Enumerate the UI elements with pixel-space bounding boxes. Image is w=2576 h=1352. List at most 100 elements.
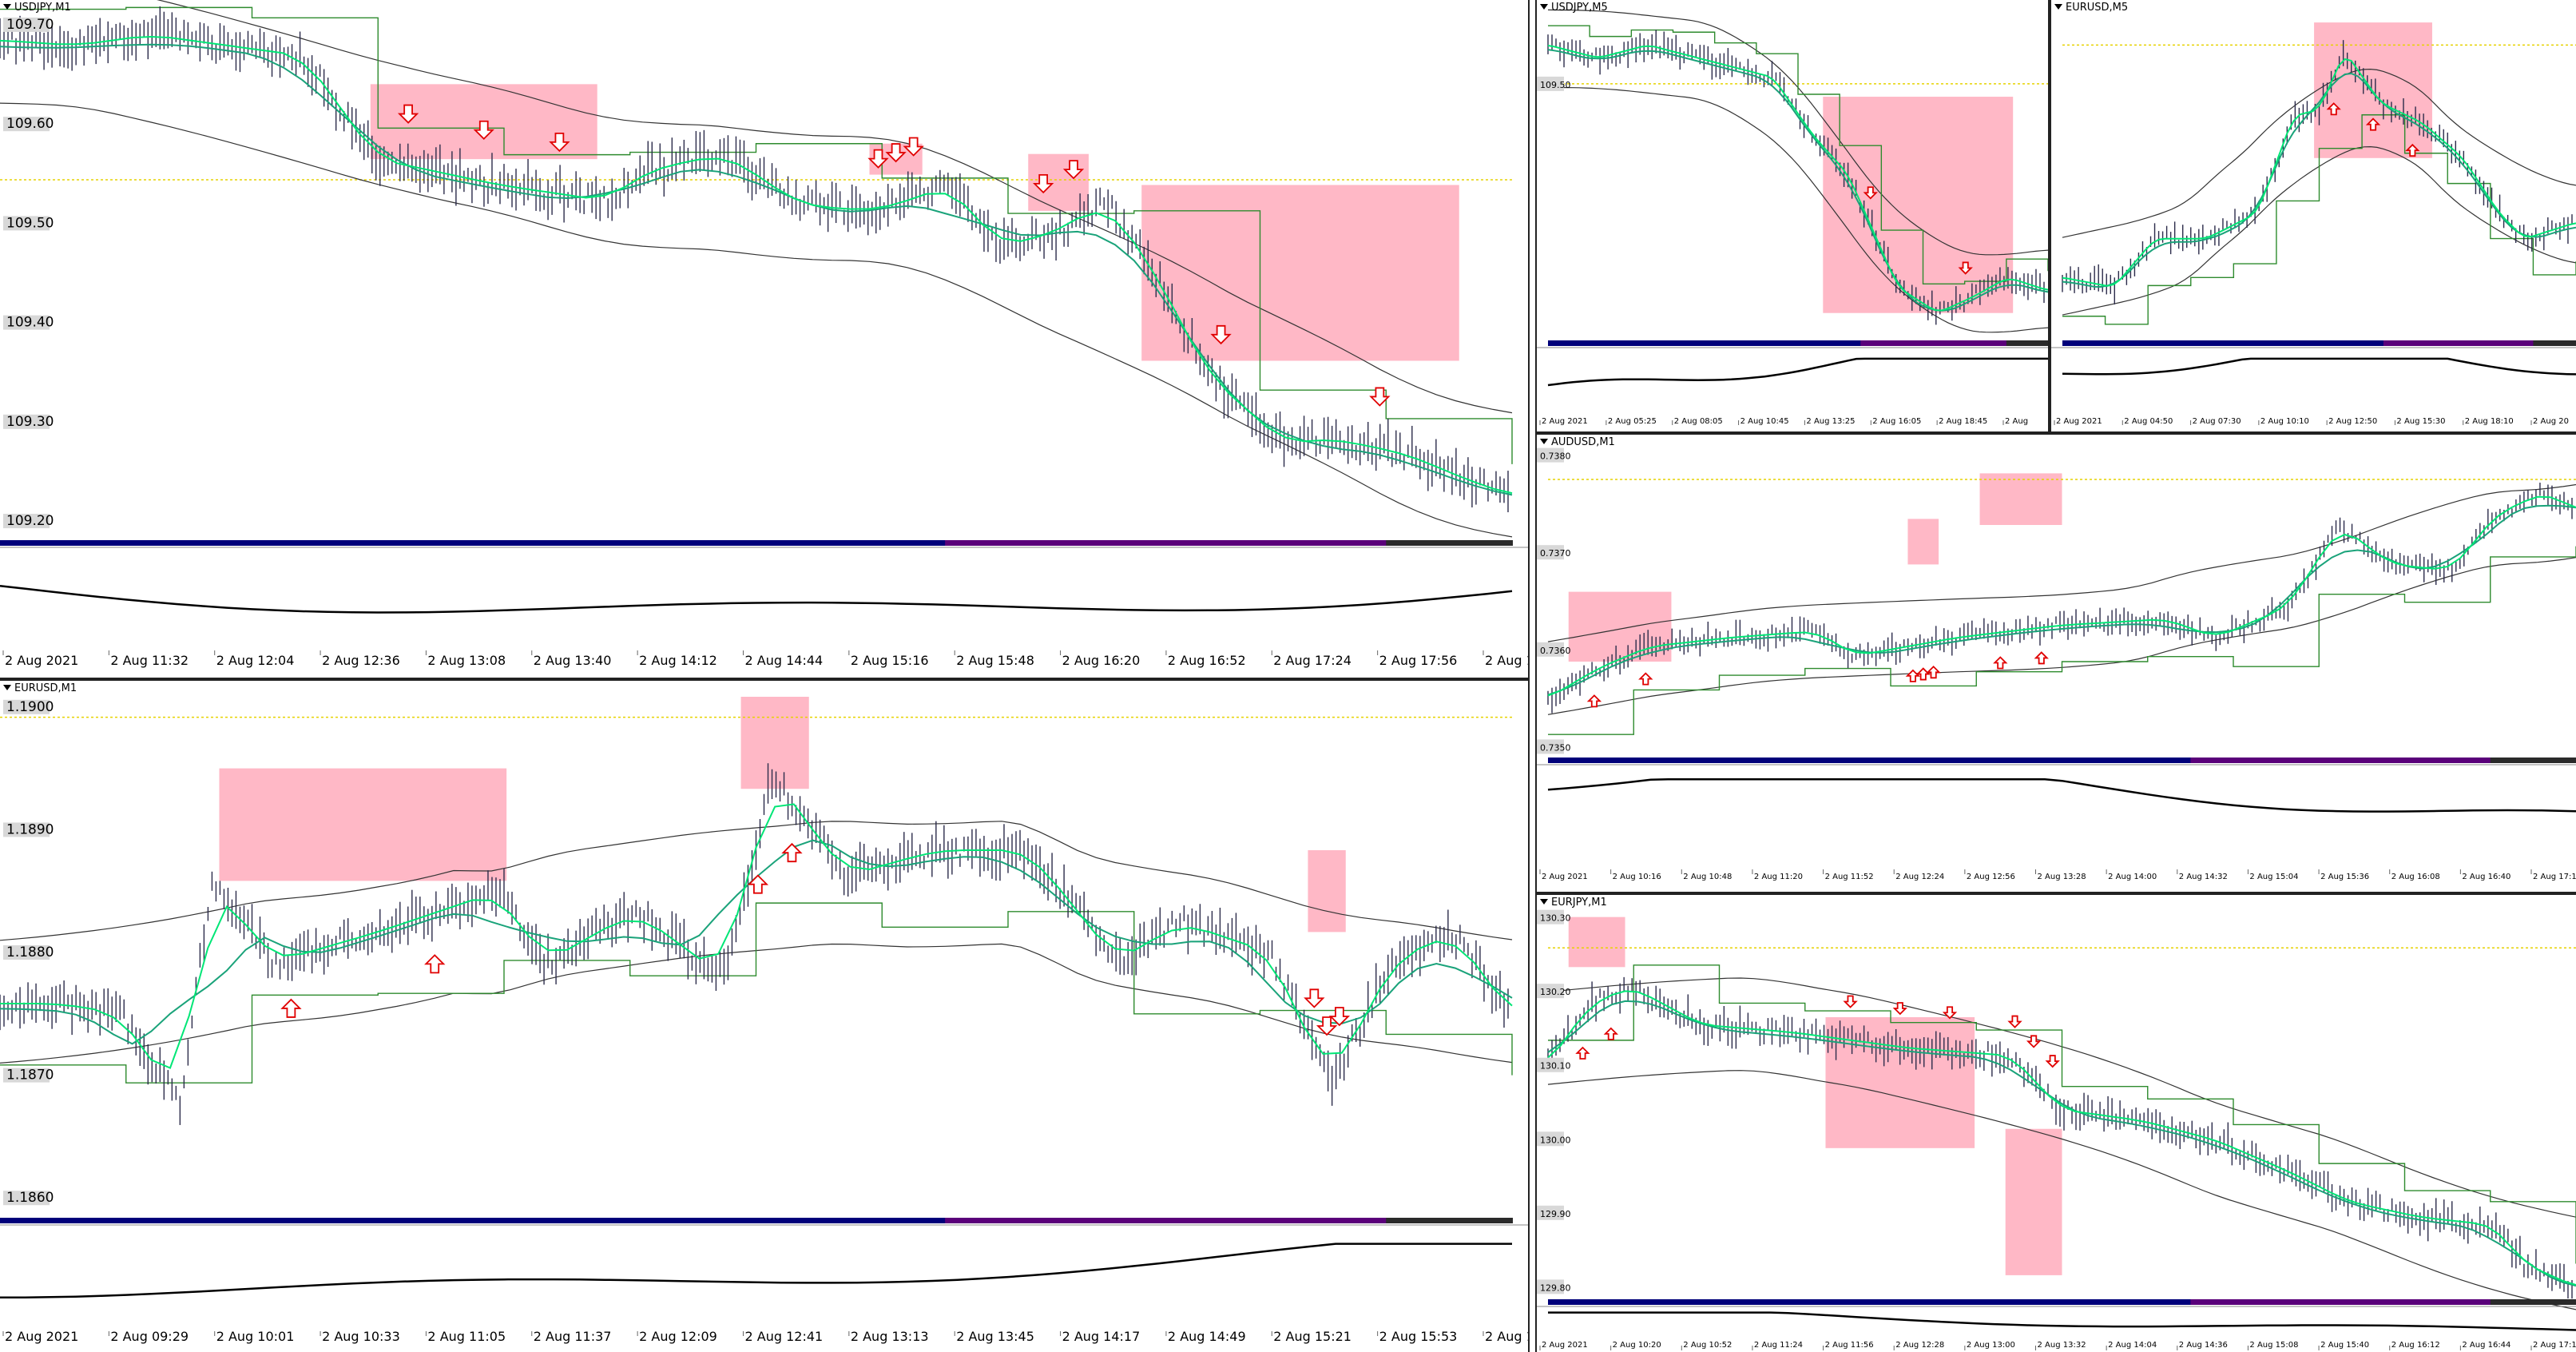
chart-pane-audusd-m1[interactable]: 0.7380 0.7370 0.7360 0.7350 2 Aug 2021 2 Aug …: [1537, 435, 2576, 892]
session-bar-segment: [756, 540, 820, 546]
trailing-stop-step-line: [0, 902, 1513, 1084]
session-bar-segment: [2297, 340, 2320, 346]
chart-pane-usdjpy-m1[interactable]: 109.70 109.60 109.50 109.40 109.30 109.20 2 Au…: [0, 0, 1528, 678]
trailing-stop-step-line: [1548, 964, 2576, 1264]
chart-pane-eurusd-m5[interactable]: 2 Aug 2021 2 Aug 04:50 2 Aug 07:30 2 Aug 10…: [2051, 0, 2576, 431]
pane-divider[interactable]: [1537, 431, 2576, 435]
session-bar-segment: [1719, 1299, 1764, 1305]
price-axis-label: 0.7370: [1540, 548, 1571, 559]
session-bar-segment: [0, 1218, 64, 1223]
price-axis-label: 130.30: [1540, 913, 1571, 924]
time-axis-label: 2 Aug 04:50: [2124, 417, 2173, 426]
sell-arrow-icon: [397, 104, 419, 124]
time-axis-label: 2 Aug 13:45: [956, 1329, 1034, 1344]
session-bar-segment: [945, 1218, 1009, 1223]
price-label-bg: [3, 216, 50, 231]
chart-title-label: USDJPY,M5: [1551, 2, 1608, 14]
price-label-bg: [3, 699, 50, 714]
pane-divider[interactable]: [2048, 0, 2051, 431]
chart-canvas[interactable]: 109.70 109.60 109.50 109.40 109.30 109.20 2 Au…: [0, 0, 1528, 678]
price-axis-label: 0.7380: [1540, 451, 1571, 462]
session-bar-segment: [1819, 340, 1841, 346]
session-bar-segment: [1933, 1299, 1978, 1305]
time-axis-label: 2 Aug 12:41: [745, 1329, 824, 1344]
signal-zone-box: [1979, 473, 2062, 525]
time-axis-label: 2 Aug 10:52: [1683, 1341, 1732, 1350]
session-bar-segment: [2233, 1299, 2277, 1305]
time-axis-label: 2 Aug: [2005, 417, 2028, 426]
session-bar-segment: [2319, 340, 2342, 346]
time-axis-label: 2 Aug 15:16: [851, 653, 929, 668]
session-bar-segment: [1762, 758, 1806, 763]
chart-canvas[interactable]: 130.30 130.20 130.10 130.00 129.90 129.80 2 Au…: [1537, 895, 2576, 1352]
pane-divider[interactable]: [1537, 892, 2576, 895]
buy-arrow-icon: [2405, 143, 2420, 157]
session-bar-segment: [1676, 758, 1721, 763]
time-axis-label: 2 Aug 11:37: [534, 1329, 612, 1344]
time-axis-label: 2 Aug 14:12: [639, 653, 717, 668]
time-axis-label: 2 Aug 16:40: [2462, 873, 2511, 881]
chart-pane-usdjpy-m5[interactable]: 109.50 2 Aug 2021 2 Aug 05:25 2 Aug 08:05 2 …: [1537, 0, 2048, 431]
buy-arrow-icon: [424, 954, 446, 974]
time-axis-label: 2 Aug 2021: [1542, 1341, 1588, 1350]
chart-menu-icon[interactable]: [1540, 439, 1548, 444]
sell-arrow-icon: [1328, 1007, 1351, 1027]
session-bar-segment: [1804, 1299, 1849, 1305]
chart-menu-icon[interactable]: [2054, 4, 2062, 10]
session-bar-segment: [1008, 1218, 1072, 1223]
price-axis-label: 109.20: [6, 513, 54, 529]
price-axis-label: 1.1890: [6, 821, 54, 837]
time-axis-label: 2 Aug 12:36: [322, 653, 400, 668]
time-axis-label: 2 Aug 10:33: [322, 1329, 400, 1344]
time-axis-label: 2 Aug 18:10: [2465, 417, 2514, 426]
sell-arrow-icon: [2007, 1015, 2022, 1028]
chart-pane-eurjpy-m1[interactable]: 130.30 130.20 130.10 130.00 129.90 129.80 2 Au…: [1537, 895, 2576, 1352]
signal-zone-box: [740, 697, 809, 789]
chart-menu-icon[interactable]: [1540, 4, 1548, 10]
chart-canvas[interactable]: 0.7380 0.7370 0.7360 0.7350 2 Aug 2021 2 Aug …: [1537, 435, 2576, 892]
time-axis-label: 2 Aug 15:36: [2320, 873, 2369, 881]
price-axis-label: 0.7360: [1540, 646, 1571, 656]
chart-title: USDJPY,M1: [3, 2, 71, 14]
price-label-bg: [3, 1191, 50, 1206]
price-axis-label: 109.30: [6, 414, 54, 430]
chart-pane-eurusd-m1[interactable]: 1.1900 1.1890 1.1880 1.1870 1.1860 2 Aug 2021…: [0, 681, 1528, 1352]
chart-canvas[interactable]: 1.1900 1.1890 1.1880 1.1870 1.1860 2 Aug 2021…: [0, 681, 1528, 1352]
pane-divider[interactable]: [0, 678, 1528, 681]
session-bar-segment: [62, 540, 127, 546]
sell-arrow-icon: [867, 149, 889, 169]
time-axis-label: 2 Aug 16:05: [1872, 417, 1921, 426]
time-axis-label: 2 Aug 12:09: [639, 1329, 717, 1344]
sell-arrow-icon: [1942, 1006, 1958, 1020]
time-axis-label: 2 Aug 14:49: [1168, 1329, 1246, 1344]
ma-upper-line: [2062, 68, 2576, 238]
session-bar-segment: [1714, 340, 1737, 346]
session-bar-segment: [1756, 340, 1778, 346]
buy-arrow-icon: [2034, 651, 2049, 665]
session-bar-segment: [1133, 540, 1198, 546]
price-axis-label: 129.90: [1540, 1209, 1571, 1219]
chart-menu-icon[interactable]: [1540, 899, 1548, 905]
trailing-stop-step-line: [2062, 114, 2576, 325]
chart-menu-icon[interactable]: [3, 4, 11, 10]
signal-zone-box: [1028, 153, 1089, 211]
session-bar-segment: [2255, 340, 2277, 346]
chart-canvas[interactable]: 109.50 2 Aug 2021 2 Aug 05:25 2 Aug 08:05 2 …: [1537, 0, 2048, 431]
session-bar-segment: [2083, 340, 2106, 346]
chart-canvas[interactable]: 2 Aug 2021 2 Aug 04:50 2 Aug 07:30 2 Aug 10…: [2051, 0, 2576, 431]
session-bar-segment: [1449, 540, 1513, 546]
pane-divider[interactable]: [1528, 0, 1537, 1352]
chart-menu-icon[interactable]: [3, 685, 11, 690]
session-bar-segment: [252, 540, 316, 546]
price-label-bg: [3, 514, 50, 529]
session-bar-segment: [2018, 758, 2063, 763]
time-axis-label: 2 Aug 11:52: [1825, 873, 1874, 881]
session-bar-segment: [1260, 540, 1324, 546]
chart-title: EURJPY,M1: [1540, 897, 1607, 909]
session-bar-segment: [2233, 758, 2277, 763]
session-bar-segment: [1386, 540, 1451, 546]
time-axis-label: 2 Aug 16:44: [2462, 1341, 2511, 1350]
price-label-bg: [3, 315, 50, 330]
session-bar-segment: [2404, 758, 2449, 763]
session-bar-segment: [2340, 340, 2364, 346]
